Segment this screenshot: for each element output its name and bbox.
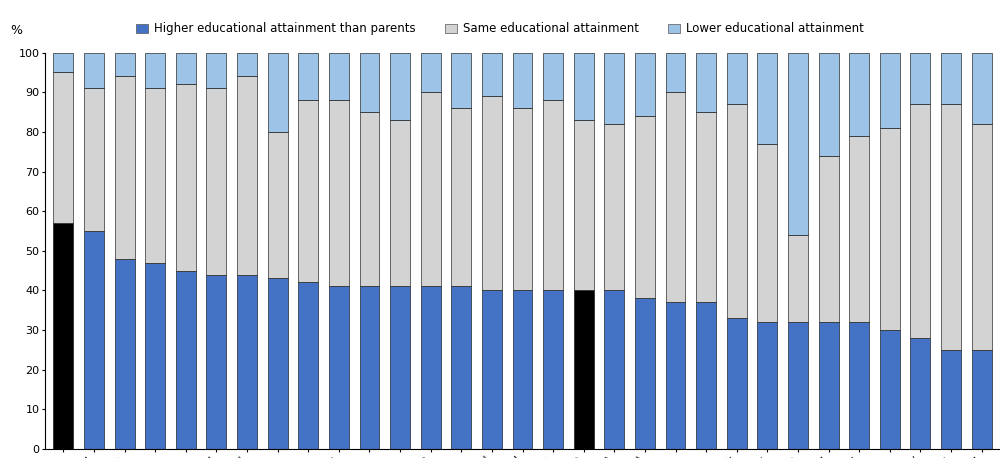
Bar [298,53,318,100]
Bar [84,53,104,88]
Bar [788,322,808,449]
Bar [176,271,196,449]
Bar [910,104,930,338]
Bar [635,298,655,449]
Bar [115,53,135,76]
Bar [972,350,992,449]
Bar [880,330,900,449]
Bar [972,124,992,350]
Bar [849,53,869,136]
Bar [849,322,869,449]
Bar [696,53,716,112]
Bar [604,124,624,290]
Bar [972,53,992,124]
Bar [84,88,104,231]
Bar [513,290,532,449]
Bar [757,322,777,449]
Bar [819,156,839,322]
Bar [819,53,839,156]
Bar [329,100,349,286]
Bar [390,286,410,449]
Bar [910,338,930,449]
Bar [360,53,379,112]
Bar [574,290,594,449]
Bar [53,72,73,223]
Bar [329,286,349,449]
Bar [268,132,288,278]
Bar [237,274,257,449]
Bar [53,223,73,449]
Bar [145,88,165,262]
Bar [237,76,257,274]
Bar [360,112,379,286]
Bar [298,283,318,449]
Bar [206,53,226,88]
Bar [880,53,900,128]
Bar [941,53,961,104]
Bar [727,104,747,318]
Bar [513,53,532,108]
Bar [635,116,655,298]
Legend: Higher educational attainment than parents, Same educational attainment, Lower e: Higher educational attainment than paren… [131,18,869,40]
Bar [451,108,471,286]
Bar [84,231,104,449]
Bar [757,53,777,144]
Bar [513,108,532,290]
Bar [666,93,685,302]
Bar [145,262,165,449]
Bar [941,350,961,449]
Bar [543,100,563,290]
Bar [482,290,502,449]
Bar [421,93,441,286]
Bar [574,53,594,120]
Bar [237,53,257,76]
Bar [115,76,135,259]
Bar [360,286,379,449]
Bar [176,84,196,271]
Bar [268,53,288,132]
Bar [727,53,747,104]
Bar [635,53,655,116]
Bar [819,322,839,449]
Bar [145,53,165,88]
Bar [206,88,226,274]
Bar [574,120,594,290]
Bar [206,274,226,449]
Bar [543,53,563,100]
Bar [543,290,563,449]
Bar [329,53,349,100]
Bar [604,53,624,124]
Bar [666,302,685,449]
Bar [910,53,930,104]
Bar [298,100,318,283]
Bar [788,235,808,322]
Bar [757,144,777,322]
Bar [421,53,441,93]
Bar [451,53,471,108]
Y-axis label: %: % [10,24,22,37]
Bar [421,286,441,449]
Bar [727,318,747,449]
Bar [115,259,135,449]
Bar [666,53,685,93]
Bar [788,53,808,235]
Bar [451,286,471,449]
Bar [880,128,900,330]
Bar [53,53,73,72]
Bar [696,112,716,302]
Bar [849,136,869,322]
Bar [696,302,716,449]
Bar [390,120,410,286]
Bar [604,290,624,449]
Bar [482,96,502,290]
Bar [390,53,410,120]
Bar [941,104,961,350]
Bar [268,278,288,449]
Bar [176,53,196,84]
Bar [482,53,502,96]
